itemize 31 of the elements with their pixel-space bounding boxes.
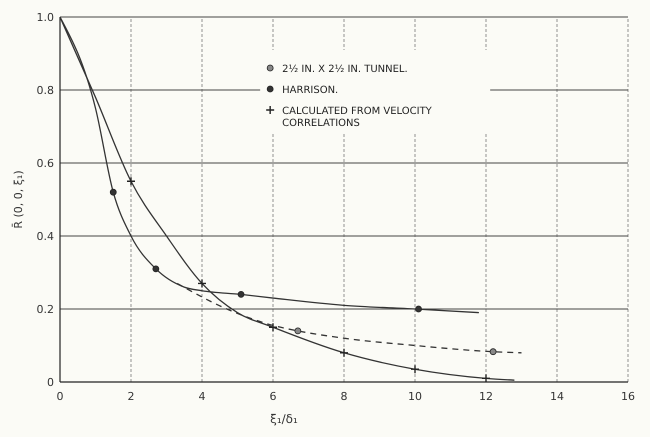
- y-axis-title: R̄ (0, 0, ξ₁): [10, 170, 25, 229]
- legend-label: CALCULATED FROM VELOCITY CORRELATIONS: [282, 106, 433, 129]
- point: [410, 364, 420, 374]
- x-tick-label: 10: [408, 390, 422, 403]
- point: [268, 322, 278, 332]
- x-tick-label: 4: [198, 390, 206, 403]
- x-tick-label: 6: [270, 390, 276, 403]
- y-tick-label: 0: [47, 376, 54, 389]
- y-tick-label: 0.8: [36, 84, 54, 97]
- point: [294, 328, 302, 334]
- point: [197, 278, 207, 288]
- x-tick-label: 8: [340, 390, 348, 403]
- point: [490, 348, 496, 356]
- point: [110, 188, 117, 196]
- legend-label: 2½ IN. X 2½ IN. TUNNEL.: [282, 64, 408, 75]
- y-tick-label: 0.2: [36, 303, 54, 316]
- point: [126, 176, 136, 186]
- x-tick-label: 0: [56, 390, 64, 403]
- x-tick-label: 2: [128, 390, 134, 403]
- x-tick-label: 16: [621, 390, 635, 403]
- point: [339, 348, 349, 358]
- y-tick-label: 0.6: [36, 157, 54, 170]
- point: [238, 291, 244, 298]
- x-axis-title: ξ₁/δ₁: [270, 412, 298, 426]
- y-tick-label: 0.4: [36, 230, 54, 243]
- point: [415, 306, 422, 312]
- x-tick-label: 14: [550, 390, 564, 403]
- y-tick-label: 1.0: [36, 11, 54, 24]
- x-tick-label: 12: [479, 390, 493, 403]
- legend-label: HARRISON.: [282, 85, 338, 96]
- point: [152, 265, 160, 272]
